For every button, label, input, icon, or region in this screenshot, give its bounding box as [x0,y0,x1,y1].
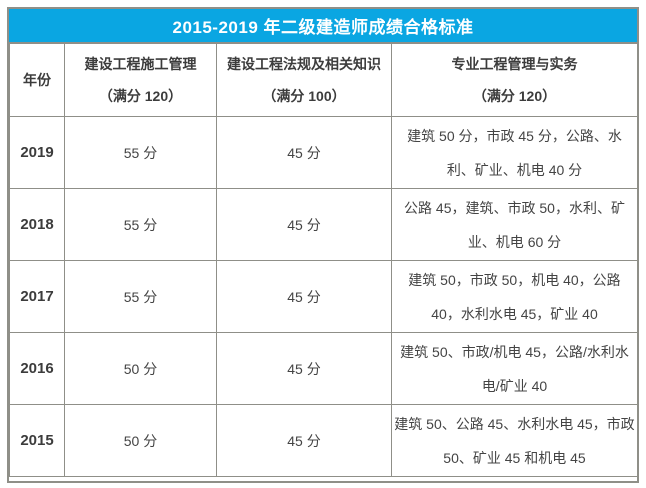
management-score-cell: 55 分 [64,260,217,333]
column-label: 建设工程法规及相关知识 [227,56,381,72]
table-title: 2015-2019 年二级建造师成绩合格标准 [9,9,637,43]
table-body: 2019 55 分 45 分建筑 50 分，市政 45 分，公路、水利、矿业、机电 … [9,116,638,477]
management-score-cell: 55 分 [64,188,217,261]
practice-score-cell: 公路 45，建筑、市政 50，水利、矿业、机电 60 分 [391,188,638,261]
practice-score-cell: 建筑 50 分，市政 45 分，公路、水利、矿业、机电 40 分 [391,116,638,189]
column-sub-label: （满分 100） [262,88,346,104]
year-cell: 2018 [9,188,65,261]
column-sub-label: （满分 120） [472,88,557,104]
column-label: 建设工程施工管理 [84,56,197,72]
column-header-year: 年份 [9,43,65,117]
table-row: 2016 50 分 45 分建筑 50、市政/机电 45，公路/水利水电/矿业 40 [9,332,638,405]
year-cell: 2019 [9,116,65,189]
practice-score-cell: 建筑 50、公路 45、水利水电 45，市政 50、矿业 45 和机电 45 [391,404,638,477]
practice-score-cell: 建筑 50、市政/机电 45，公路/水利水电/矿业 40 [391,332,638,405]
column-header-management: 建设工程施工管理 （满分 120） [64,43,217,117]
header-row: 年份 建设工程施工管理 （满分 120） 建设工程法规及相关知识 （满分 100） … [9,43,638,117]
score-standards-table: 2015-2019 年二级建造师成绩合格标准 年份 建设工程施工管理 （满分 12… [7,7,639,483]
year-cell: 2015 [9,404,65,477]
management-score-cell: 55 分 [64,116,217,189]
column-label: 年份 [23,72,51,88]
management-score-cell: 50 分 [64,404,217,477]
regulations-score-cell: 45 分 [216,188,392,261]
column-header-regulations: 建设工程法规及相关知识 （满分 100） [216,43,392,117]
table-row: 2017 55 分 45 分建筑 50，市政 50，机电 40，公路 40，水利水电… [9,260,638,333]
column-label: 专业工程管理与实务 [451,56,578,72]
regulations-score-cell: 45 分 [216,404,392,477]
column-header-practice: 专业工程管理与实务 （满分 120） [391,43,638,117]
practice-score-cell: 建筑 50，市政 50，机电 40，公路 40，水利水电 45，矿业 40 [391,260,638,333]
management-score-cell: 50 分 [64,332,217,405]
table-row: 2019 55 分 45 分建筑 50 分，市政 45 分，公路、水利、矿业、机电 … [9,116,638,189]
score-table: 年份 建设工程施工管理 （满分 120） 建设工程法规及相关知识 （满分 100） … [9,43,638,477]
table-row: 2015 50 分 45 分建筑 50、公路 45、水利水电 45，市政 50、矿业… [9,404,638,477]
regulations-score-cell: 45 分 [216,116,392,189]
table-row: 2018 55 分 45 分公路 45，建筑、市政 50，水利、矿业、机电 60 分 [9,188,638,261]
year-cell: 2017 [9,260,65,333]
year-cell: 2016 [9,332,65,405]
regulations-score-cell: 45 分 [216,332,392,405]
column-sub-label: （满分 120） [98,88,183,104]
regulations-score-cell: 45 分 [216,260,392,333]
